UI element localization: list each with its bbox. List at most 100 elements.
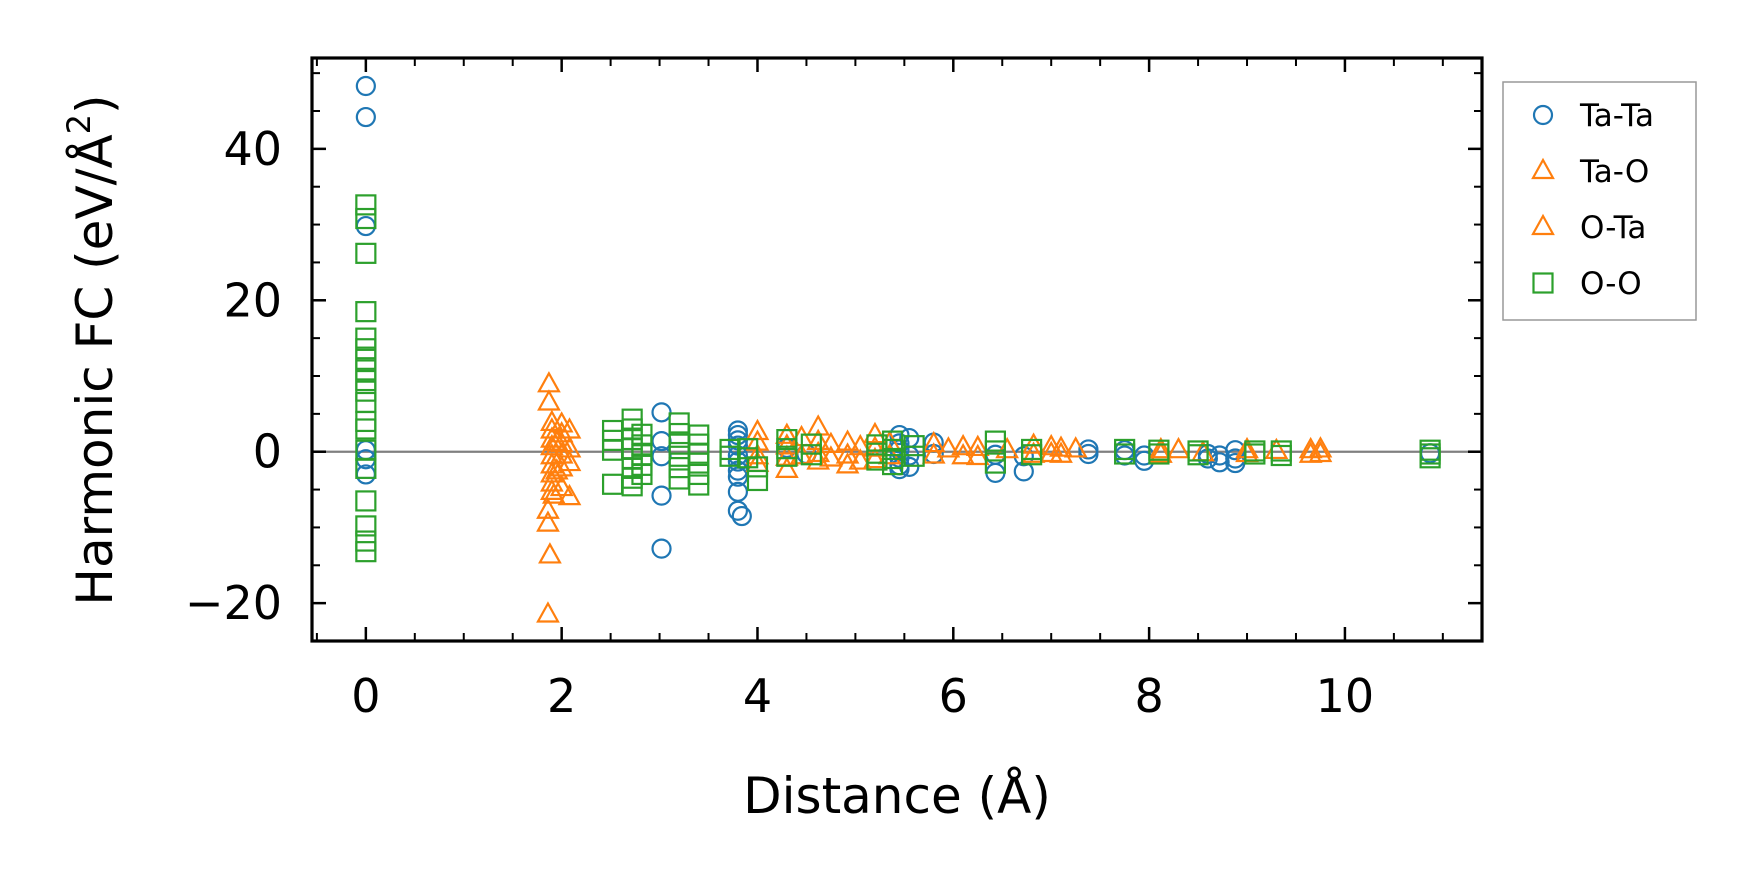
data-point bbox=[731, 505, 752, 527]
data-point bbox=[355, 348, 377, 370]
data-point bbox=[1244, 443, 1266, 465]
legend-entry-ta-o: Ta-O bbox=[1531, 154, 1649, 190]
data-point bbox=[889, 459, 910, 480]
x-tick-label: 4 bbox=[743, 669, 772, 723]
data-point bbox=[921, 430, 946, 453]
data-point bbox=[1308, 440, 1333, 463]
legend-items: Ta-Ta Ta-O O-Ta O-O bbox=[1531, 98, 1654, 302]
data-point bbox=[668, 457, 690, 479]
data-point bbox=[688, 474, 710, 496]
data-point bbox=[538, 542, 562, 564]
data-point bbox=[1148, 436, 1173, 459]
data-point bbox=[355, 457, 377, 479]
data-point bbox=[965, 443, 990, 466]
data-point bbox=[1166, 436, 1191, 459]
data-point bbox=[774, 422, 799, 444]
data-point bbox=[921, 442, 946, 464]
data-point bbox=[355, 106, 376, 128]
data-point bbox=[355, 207, 377, 230]
data-point bbox=[631, 423, 653, 445]
data-point bbox=[1209, 452, 1230, 473]
legend-label: O-O bbox=[1580, 266, 1642, 302]
data-point bbox=[1148, 441, 1173, 463]
data-point bbox=[1114, 443, 1136, 465]
legend-entry-o-o: O-O bbox=[1532, 266, 1642, 302]
data-point bbox=[1021, 432, 1046, 454]
y-tick-label: 20 bbox=[223, 273, 282, 327]
data-point bbox=[355, 418, 377, 440]
data-point bbox=[863, 446, 887, 469]
data-point bbox=[1021, 441, 1046, 463]
data-point bbox=[355, 301, 377, 323]
legend: Ta-Ta Ta-O O-Ta O-O bbox=[1502, 81, 1697, 321]
data-point bbox=[1235, 436, 1259, 459]
data-point bbox=[651, 538, 672, 559]
series-o-o bbox=[355, 194, 1441, 563]
legend-marker bbox=[1532, 104, 1554, 126]
data-point bbox=[1419, 447, 1441, 469]
data-point bbox=[800, 444, 822, 466]
data-point bbox=[355, 391, 377, 414]
legend-marker bbox=[1531, 157, 1555, 180]
data-point bbox=[536, 510, 560, 532]
data-point bbox=[848, 448, 873, 470]
ticks-layer: 0 2 4 6 8 10 −20 0 20 40 bbox=[185, 58, 1482, 723]
data-point bbox=[651, 402, 672, 423]
data-point bbox=[631, 463, 653, 486]
legend-box bbox=[1502, 81, 1697, 321]
data-point bbox=[537, 389, 561, 411]
data-point bbox=[848, 433, 873, 456]
data-point bbox=[995, 436, 1020, 459]
x-tick-label: 0 bbox=[351, 669, 380, 723]
data-point bbox=[355, 410, 377, 433]
data-point bbox=[544, 458, 569, 480]
data-point bbox=[537, 371, 561, 393]
x-axis-label: Distance (Å) bbox=[743, 767, 1051, 825]
data-point bbox=[355, 242, 377, 264]
data-point bbox=[355, 327, 377, 349]
x-tick-label: 8 bbox=[1134, 669, 1163, 723]
legend-label: Ta-Ta bbox=[1579, 98, 1654, 134]
data-point bbox=[549, 474, 574, 497]
data-point bbox=[355, 369, 377, 392]
data-point bbox=[549, 442, 574, 464]
data-point bbox=[776, 445, 798, 467]
series-ta-ta bbox=[355, 75, 1441, 559]
data-point bbox=[544, 429, 569, 451]
data-point bbox=[881, 453, 904, 476]
data-point bbox=[984, 452, 1006, 474]
data-point bbox=[746, 469, 769, 492]
y-axis-label-superscript: 2 bbox=[60, 114, 98, 134]
data-point bbox=[936, 436, 961, 458]
data-point bbox=[1078, 443, 1099, 465]
legend-entry-o-ta: O-Ta bbox=[1531, 210, 1646, 246]
data-point bbox=[1039, 440, 1064, 463]
data-point bbox=[719, 445, 741, 467]
legend-label: O-Ta bbox=[1580, 210, 1646, 246]
data-point bbox=[903, 435, 925, 457]
data-point bbox=[746, 456, 769, 478]
plot-frame bbox=[310, 56, 1484, 643]
data-point bbox=[688, 463, 710, 486]
data-point bbox=[1148, 443, 1170, 465]
data-point bbox=[557, 483, 582, 506]
data-point bbox=[355, 530, 377, 552]
data-point bbox=[536, 497, 560, 519]
data-point bbox=[899, 456, 920, 477]
data-point bbox=[1187, 444, 1209, 466]
data-point bbox=[727, 500, 748, 521]
data-point bbox=[355, 380, 377, 402]
y-axis-label: Harmonic FC (eV/Å2) bbox=[60, 94, 124, 605]
data-point bbox=[355, 541, 377, 563]
data-point bbox=[819, 431, 843, 453]
data-point bbox=[355, 194, 377, 216]
y-axis-label-main: Harmonic FC (eV/Å bbox=[66, 134, 124, 605]
data-point bbox=[1021, 444, 1043, 466]
legend-entry-ta-ta: Ta-Ta bbox=[1532, 98, 1654, 134]
y-tick-label: −20 bbox=[185, 576, 282, 630]
data-point bbox=[536, 601, 560, 623]
legend-label: Ta-O bbox=[1579, 154, 1649, 190]
x-tick-label: 10 bbox=[1316, 669, 1375, 723]
data-point bbox=[1308, 436, 1333, 458]
